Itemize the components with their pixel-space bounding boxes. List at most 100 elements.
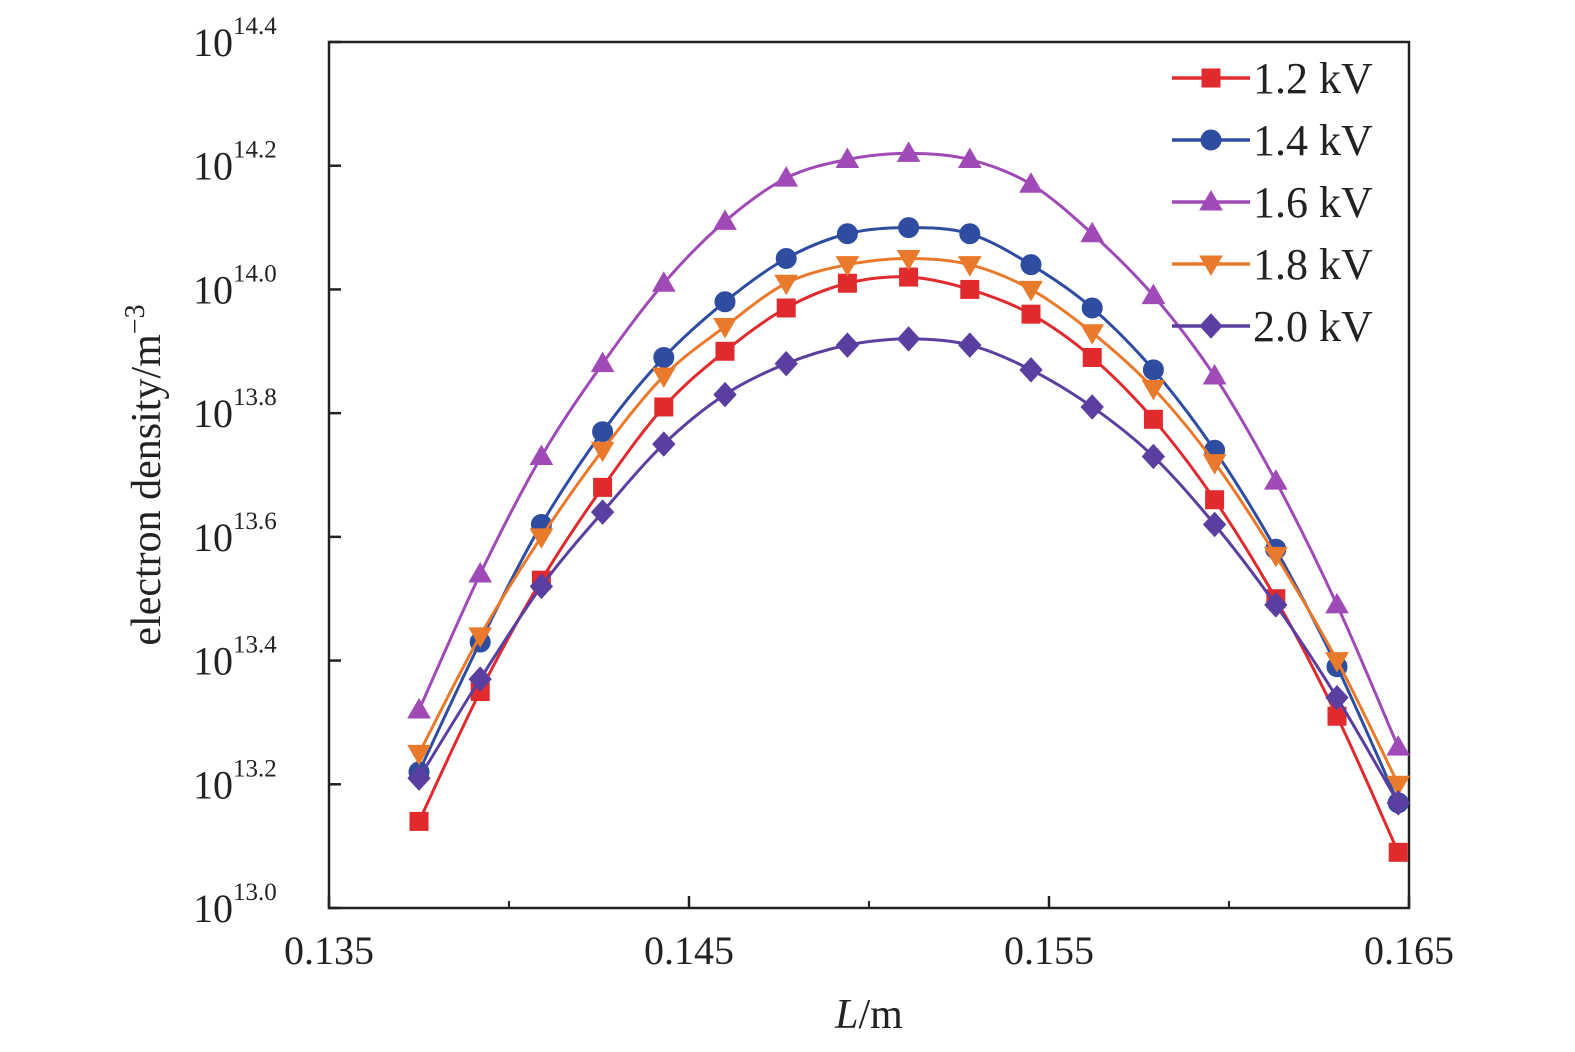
y-tick-exponent: 13.6	[233, 508, 277, 535]
legend-item: 1.4 kV	[1172, 116, 1373, 165]
legend-item: 1.6 kV	[1172, 178, 1373, 227]
series-1-8-kv	[407, 250, 1411, 797]
data-point	[957, 147, 982, 169]
y-axis-title-text: electron density/m	[124, 334, 170, 646]
data-point	[896, 141, 921, 162]
y-tick-exponent: 14.0	[233, 260, 277, 287]
data-point	[1202, 364, 1227, 385]
data-point	[1080, 221, 1105, 243]
y-tick-label: 1013.4	[193, 632, 277, 684]
data-point	[774, 166, 799, 187]
data-point	[1019, 280, 1043, 302]
data-point	[1388, 842, 1408, 862]
data-point	[407, 698, 431, 719]
data-point	[1325, 592, 1349, 614]
legend-marker	[1199, 255, 1223, 276]
data-point	[774, 350, 798, 377]
y-tick-base: 10	[193, 639, 233, 684]
y-tick-label: 1013.6	[193, 508, 277, 560]
data-point	[1264, 592, 1288, 618]
data-point	[896, 250, 921, 271]
data-point	[529, 444, 554, 465]
y-tick-label: 1014.2	[193, 137, 277, 189]
data-point	[651, 367, 676, 389]
y-tick-base: 10	[193, 20, 233, 65]
y-tick-base: 10	[193, 515, 233, 560]
data-point	[713, 209, 737, 230]
y-tick-base: 10	[193, 391, 233, 436]
data-point	[1325, 652, 1349, 673]
data-point	[590, 351, 615, 373]
y-tick-exponent: 14.2	[233, 137, 277, 164]
x-tick-label: 0.155	[1004, 928, 1094, 973]
data-point	[592, 421, 614, 443]
data-point	[468, 561, 493, 583]
data-point	[1019, 172, 1043, 193]
data-point	[468, 666, 492, 692]
y-tick-exponent: 13.4	[233, 632, 277, 659]
data-point	[1141, 443, 1166, 470]
data-point	[409, 811, 429, 831]
data-point	[590, 441, 615, 463]
data-point	[590, 499, 615, 525]
data-point	[958, 332, 982, 358]
data-point	[713, 318, 737, 339]
y-tick-exponent: 13.8	[233, 384, 277, 411]
data-point	[776, 298, 796, 318]
y-tick-exponent: 14.4	[233, 13, 277, 40]
data-point	[407, 765, 431, 791]
data-point	[1386, 775, 1411, 797]
data-point	[1020, 254, 1042, 276]
data-point	[714, 291, 736, 313]
data-point	[1263, 546, 1288, 568]
y-axis-title-exp: −3	[120, 304, 151, 334]
data-point	[959, 223, 981, 245]
data-point	[407, 744, 431, 766]
data-point	[1202, 511, 1227, 538]
data-point	[1019, 357, 1043, 383]
data-point	[1080, 394, 1104, 420]
legend-marker	[1199, 313, 1223, 339]
y-tick-exponent: 13.2	[233, 755, 277, 782]
data-point	[468, 627, 493, 648]
y-tick-label: 1013.0	[193, 879, 277, 931]
y-tick-base: 10	[193, 267, 233, 312]
data-point	[960, 279, 980, 299]
data-point	[593, 477, 613, 497]
x-tick-label: 0.165	[1364, 928, 1454, 973]
legend-label: 1.4 kV	[1253, 116, 1373, 165]
data-point	[1141, 283, 1166, 305]
data-point	[899, 267, 919, 287]
series-line	[417, 151, 1400, 748]
legend: 1.2 kV 1.4 kV 1.6 kV 1.8 kV 2.0 kV	[1172, 54, 1373, 351]
series-2-0-kv	[407, 326, 1410, 816]
series-line	[417, 275, 1400, 853]
legend-label: 1.6 kV	[1253, 178, 1373, 227]
x-tick-label: 0.145	[644, 928, 734, 973]
x-axis-title-var: L	[834, 992, 858, 1038]
legend-item: 1.8 kV	[1172, 240, 1373, 289]
plot-frame	[327, 40, 1411, 910]
y-tick-label: 1013.2	[193, 755, 277, 807]
y-tick-base: 10	[193, 144, 233, 189]
data-point	[653, 346, 675, 368]
legend-label: 2.0 kV	[1253, 302, 1373, 351]
data-point	[957, 256, 982, 277]
data-point	[654, 397, 674, 417]
data-point	[1263, 469, 1288, 490]
axis-ticks: 0.135 0.145 0.155 0.1651013.01013.21013.410…	[193, 13, 1454, 973]
data-point	[775, 248, 797, 269]
y-tick-label: 1014.0	[193, 260, 277, 312]
x-axis-title-unit: /m	[859, 992, 904, 1038]
data-point	[1143, 409, 1163, 429]
legend-marker	[1201, 68, 1221, 88]
y-tick-label: 1013.8	[193, 384, 277, 436]
data-point	[1081, 297, 1103, 319]
y-tick-base: 10	[193, 886, 233, 931]
series-line	[417, 337, 1400, 804]
data-point	[529, 573, 554, 600]
data-point	[652, 431, 676, 457]
data-point	[1325, 684, 1349, 711]
data-point	[774, 274, 799, 296]
